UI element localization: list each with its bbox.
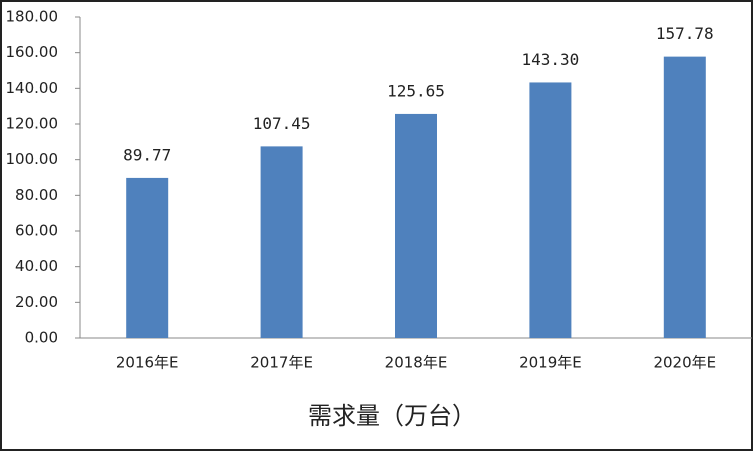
value-label: 125.65 <box>387 81 445 100</box>
y-tick-label: 60.00 <box>15 222 58 240</box>
x-tick-label: 2016年E <box>116 354 179 372</box>
y-tick-label: 40.00 <box>15 257 58 275</box>
y-tick-label: 20.00 <box>15 293 58 311</box>
x-tick-label: 2018年E <box>385 354 448 372</box>
y-tick-label: 100.00 <box>6 150 59 168</box>
bar <box>529 82 572 338</box>
value-label: 89.77 <box>123 145 171 164</box>
y-tick-label: 180.00 <box>6 8 59 26</box>
value-label: 107.45 <box>253 114 311 133</box>
x-tick-label: 2019年E <box>519 354 582 372</box>
y-tick-label: 140.00 <box>6 79 59 97</box>
bar <box>395 113 437 338</box>
y-tick-label: 120.00 <box>6 115 59 133</box>
y-tick-label: 80.00 <box>15 186 58 204</box>
x-tick-label: 2020年E <box>653 354 716 372</box>
bar <box>126 177 169 338</box>
x-axis-title: 需求量（万台） <box>308 402 476 430</box>
value-label: 143.30 <box>522 50 580 69</box>
x-tick-label: 2017年E <box>250 354 313 372</box>
y-tick-label: 160.00 <box>6 43 59 61</box>
bar <box>260 146 303 338</box>
y-tick-label: 0.00 <box>25 329 58 347</box>
value-label: 157.78 <box>656 24 714 43</box>
bar <box>663 56 706 338</box>
